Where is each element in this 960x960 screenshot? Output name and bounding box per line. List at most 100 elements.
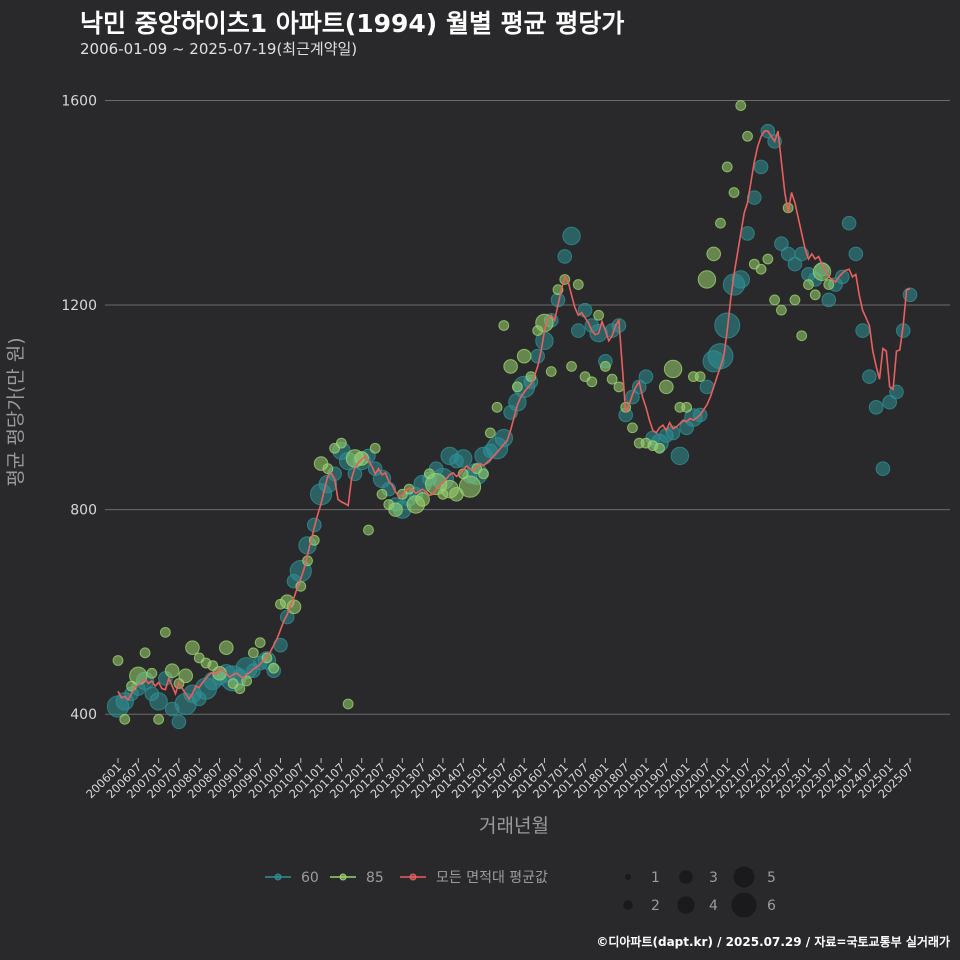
point-85 — [735, 100, 747, 111]
point-85 — [511, 381, 523, 393]
legend-size-circle-1 — [625, 874, 631, 880]
legend-size-circle-5 — [733, 866, 755, 888]
point-60 — [868, 400, 884, 415]
point-60 — [731, 270, 750, 289]
legend-size-label-5: 5 — [767, 870, 776, 886]
point-85 — [566, 361, 577, 372]
point-60 — [638, 369, 654, 384]
point-85 — [663, 359, 683, 379]
point-85 — [613, 381, 625, 393]
point-85 — [388, 502, 403, 517]
point-60 — [875, 461, 891, 477]
point-60 — [665, 425, 681, 441]
point-85 — [112, 655, 124, 666]
point-85 — [164, 663, 180, 679]
legend-size-label-6: 6 — [767, 898, 776, 914]
legend: 60 85 모든 면적대 평균값 1 2 3 4 5 6 — [265, 866, 776, 918]
point-85 — [762, 253, 774, 265]
point-85 — [659, 379, 674, 395]
point-85 — [755, 263, 767, 275]
y-tick-label: 800 — [70, 503, 97, 519]
y-tick-labels: 400 800 1200 1600 — [61, 93, 97, 723]
point-85 — [491, 401, 503, 413]
point-85 — [796, 330, 808, 342]
x-tick-labels: 2006012006072007012007072008012008072009… — [83, 758, 916, 801]
point-85 — [129, 666, 148, 686]
point-85 — [415, 492, 430, 507]
grid-layer — [105, 99, 950, 715]
legend-label-1: 85 — [366, 870, 384, 886]
source-credit: ©디아파트(dapt.kr) / 2025.07.29 / 자료=국토교통부 실… — [596, 935, 950, 949]
point-85 — [545, 366, 557, 377]
point-60 — [530, 348, 545, 364]
point-85 — [403, 483, 415, 495]
point-85 — [503, 359, 518, 374]
legend-size-circle-6 — [731, 892, 757, 918]
y-tick-label: 400 — [70, 707, 97, 723]
point-85 — [178, 668, 193, 684]
point-85 — [219, 640, 234, 656]
point-60 — [571, 323, 586, 338]
point-60 — [631, 379, 647, 395]
point-85 — [803, 279, 814, 290]
avg-price-line — [117, 130, 911, 702]
point-85 — [335, 437, 347, 449]
point-85 — [599, 361, 611, 372]
x-axis-title: 거래년월 — [479, 815, 549, 837]
point-60 — [740, 226, 755, 241]
y-tick-label: 1200 — [61, 298, 97, 314]
point-85 — [146, 667, 158, 679]
point-60 — [670, 446, 690, 466]
legend-label-0: 60 — [301, 870, 319, 886]
point-85 — [363, 524, 374, 536]
point-85 — [484, 427, 496, 439]
point-60 — [753, 159, 769, 175]
point-60 — [577, 302, 593, 318]
point-85 — [458, 475, 482, 498]
point-60 — [494, 428, 514, 448]
point-60 — [171, 714, 187, 730]
point-85 — [159, 626, 171, 638]
point-60 — [848, 246, 864, 262]
point-85 — [268, 662, 280, 674]
points-layer — [106, 100, 918, 730]
point-85 — [627, 422, 638, 434]
point-85 — [586, 376, 598, 388]
point-85 — [812, 262, 832, 281]
point-60 — [889, 384, 904, 400]
point-85 — [697, 270, 717, 289]
legend-dot-0 — [274, 873, 282, 881]
point-85 — [809, 289, 821, 301]
point-85 — [286, 599, 302, 615]
point-85 — [789, 294, 801, 306]
point-85 — [721, 161, 733, 173]
point-85 — [593, 309, 605, 321]
point-85 — [706, 246, 721, 262]
point-85 — [254, 637, 266, 648]
legend-size-circle-3 — [679, 870, 693, 884]
legend-size-label-2: 2 — [651, 898, 660, 914]
legend-size-label-4: 4 — [709, 898, 718, 914]
point-85 — [572, 279, 584, 290]
point-85 — [322, 463, 334, 475]
point-60 — [841, 215, 857, 231]
point-60 — [562, 226, 581, 246]
point-85 — [694, 371, 706, 383]
legend-label-2: 모든 면적대 평균값 — [436, 870, 548, 886]
point-85 — [606, 373, 618, 385]
point-85 — [728, 187, 740, 198]
point-60 — [149, 692, 168, 711]
point-85 — [119, 713, 131, 725]
point-85 — [342, 698, 354, 710]
point-85 — [681, 401, 693, 413]
point-60 — [774, 236, 789, 251]
point-85 — [498, 320, 510, 331]
point-85 — [153, 713, 165, 725]
point-85 — [823, 279, 835, 290]
point-85 — [241, 675, 253, 687]
point-85 — [234, 683, 246, 695]
point-85 — [185, 640, 200, 656]
legend-size-circle-4 — [677, 896, 695, 914]
point-60 — [855, 323, 870, 338]
